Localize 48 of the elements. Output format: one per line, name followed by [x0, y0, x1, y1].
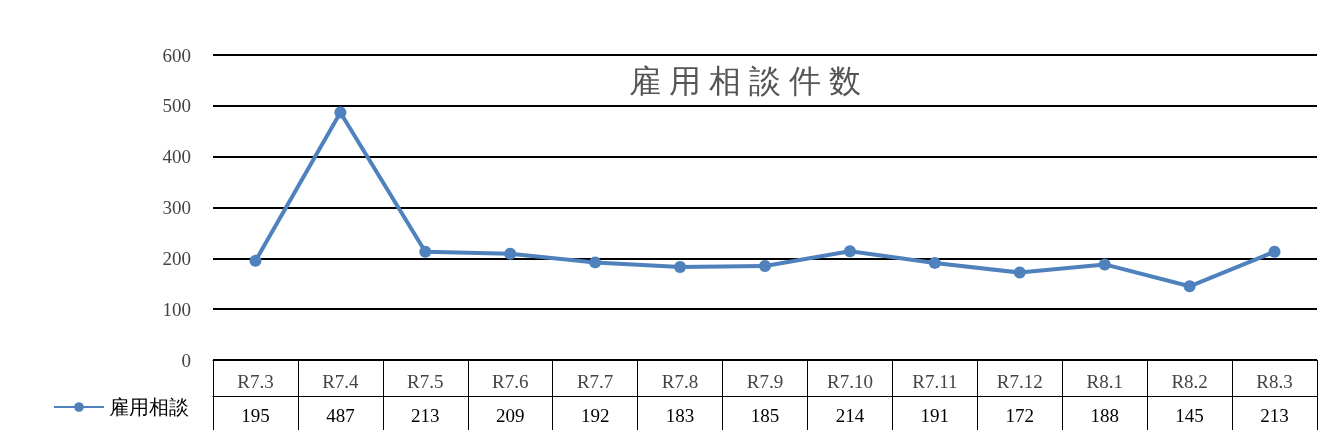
x-tick-label: R7.11 [912, 371, 958, 392]
data-label: 145 [1175, 405, 1204, 426]
point [674, 260, 687, 273]
x-tick-label: R7.6 [492, 371, 529, 392]
x-tick-label: R7.8 [661, 371, 699, 392]
data-label: 192 [580, 405, 610, 426]
point [843, 245, 856, 258]
x-tick-label: R7.4 [322, 371, 360, 392]
y-tick-label: 300 [162, 197, 191, 218]
y-tick-label: 200 [162, 247, 191, 269]
point [1268, 245, 1281, 258]
y-tick-label: 600 [162, 44, 191, 66]
point [1183, 280, 1196, 293]
point [928, 256, 941, 269]
point [249, 254, 262, 267]
point [759, 259, 771, 272]
data-label: 195 [241, 405, 270, 426]
data-label: 213 [411, 405, 440, 426]
point [334, 106, 347, 119]
legend-label: 雇用相談 [109, 396, 189, 418]
x-tick-label: R7.10 [826, 371, 873, 392]
x-tick-label: R7.5 [407, 371, 444, 392]
point [504, 247, 517, 260]
point [589, 256, 602, 269]
x-tick-label: R7.9 [746, 371, 784, 392]
data-label: 185 [750, 405, 780, 426]
data-label: 209 [495, 405, 525, 426]
x-tick-label: R7.12 [996, 371, 1043, 392]
data-label: 487 [326, 405, 355, 426]
x-tick-label: R7.3 [237, 371, 274, 392]
data-label: 183 [665, 405, 695, 426]
point [419, 245, 432, 258]
data-label: 213 [1260, 405, 1289, 426]
x-tick-label: R8.1 [1086, 371, 1123, 392]
y-tick-label: 100 [162, 298, 191, 320]
point [1013, 266, 1026, 279]
data-label: 172 [1005, 405, 1035, 426]
data-label: 188 [1090, 405, 1119, 426]
y-tick-label: 0 [181, 349, 191, 371]
data-label: 214 [835, 405, 865, 426]
x-tick-label: R8.2 [1171, 371, 1208, 392]
chart-title: 雇 用 相 談 件 数 [629, 63, 861, 99]
data-label: 191 [920, 405, 950, 426]
x-tick-label: R8.3 [1256, 371, 1293, 392]
y-tick-label: 500 [162, 95, 191, 117]
y-tick-label: 400 [162, 146, 191, 168]
point [1098, 258, 1111, 271]
x-tick-label: R7.7 [576, 371, 614, 392]
